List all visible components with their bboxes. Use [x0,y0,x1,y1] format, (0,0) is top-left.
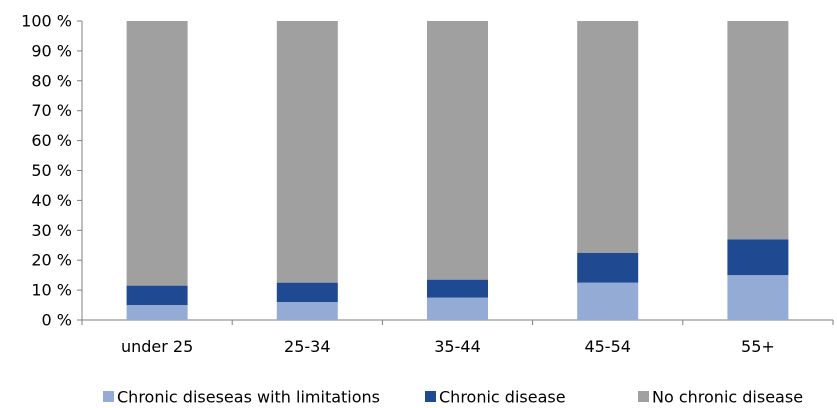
x-tick-label: 45-54 [584,337,631,356]
bars [126,21,789,320]
y-tick-label: 20 % [31,251,72,270]
bar-segment-series-1 [126,285,188,306]
bar-segment-series-0 [727,275,789,320]
legend: Chronic diseseas with limitations Chronic… [103,388,803,407]
bar-segment-series-2 [727,21,789,240]
bar-segment-series-1 [577,252,639,283]
y-tick-label: 50 % [31,161,72,180]
y-tick-label: 0 % [42,311,72,330]
y-tick-label: 30 % [31,221,72,240]
legend-swatch [638,391,649,402]
y-tick-label: 40 % [31,191,72,210]
x-tick-label: 35-44 [434,337,481,356]
legend-swatch [425,391,436,402]
y-axis: 0 % 10 % 20 % 30 % 40 % 50 % 60 % 70 % 80 % 90 % 1… [21,12,83,330]
legend-label: No chronic disease [652,388,803,407]
y-tick-label: 70 % [31,101,72,120]
y-tick-label: 10 % [31,281,72,300]
bar-segment-series-0 [427,297,488,320]
legend-swatch [103,391,114,402]
x-tick-label: 55+ [741,337,775,356]
bar-segment-series-2 [126,21,188,286]
bar-segment-series-2 [276,21,338,283]
bar-segment-series-2 [577,21,639,253]
y-tick-label: 100 % [21,12,72,31]
y-tick-label: 80 % [31,71,72,90]
bar-segment-series-1 [427,279,488,298]
bar-segment-series-2 [427,21,488,280]
legend-label: Chronic disease [439,388,566,407]
legend-label: Chronic diseseas with limitations [117,388,380,407]
bar-segment-series-0 [276,302,338,320]
bar-segment-series-0 [126,305,188,320]
y-tick-label: 90 % [31,41,72,60]
bar-segment-series-1 [727,239,789,276]
y-tick-label: 60 % [31,131,72,150]
x-axis: under 25 25-34 35-44 45-54 55+ [81,319,834,356]
x-tick-label: 25-34 [284,337,331,356]
x-tick-label: under 25 [121,337,193,356]
bar-segment-series-1 [276,282,338,303]
bar-segment-series-0 [577,282,639,320]
